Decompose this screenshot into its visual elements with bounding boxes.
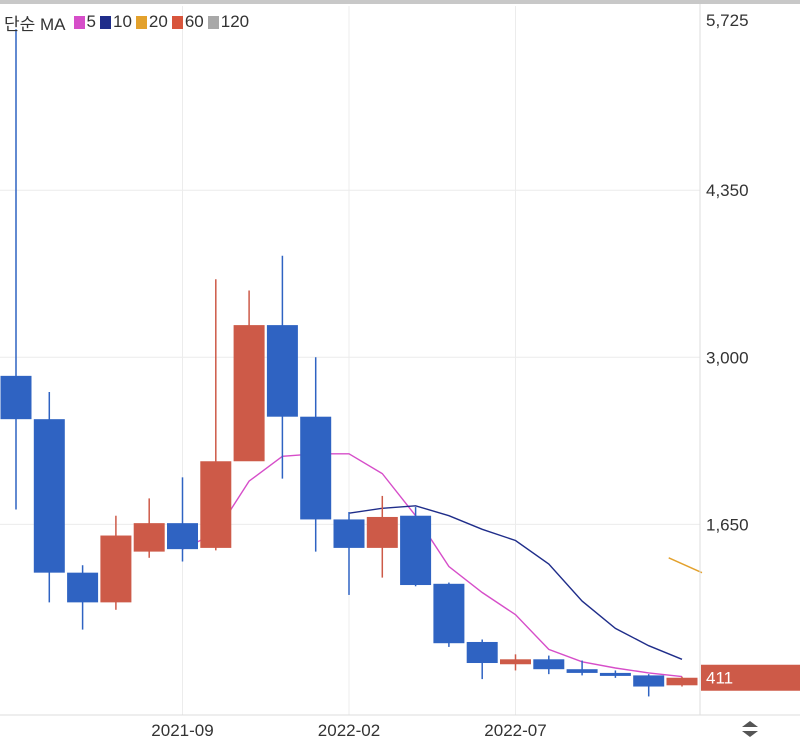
candle-body [0, 375, 32, 420]
x-tick-label: 2022-02 [318, 721, 380, 740]
candle-body [566, 669, 598, 673]
legend-swatch [207, 15, 219, 29]
grid-lines [0, 6, 700, 715]
chevron-up-down-icon [742, 721, 758, 737]
ma-line-10 [348, 505, 683, 660]
candle-body [67, 572, 99, 603]
candles [0, 29, 698, 697]
candle-body [100, 535, 132, 603]
ma-legend: 단순 MA 5 10 20 60 120 [4, 12, 253, 34]
legend-item-ma5[interactable]: 5 [73, 12, 96, 32]
ma-line-5 [182, 453, 683, 678]
candle-body [666, 677, 698, 686]
legend-label: 120 [220, 12, 250, 31]
x-tick-label: 2022-07 [484, 721, 546, 740]
legend-label: 60 [184, 12, 204, 31]
legend-title: 단순 MA [4, 14, 66, 34]
legend-swatch [73, 15, 85, 29]
chart-top-border [0, 0, 800, 4]
candle-body [167, 523, 198, 550]
legend-label: 10 [112, 12, 132, 31]
legend-item-ma120[interactable]: 120 [207, 12, 250, 32]
candle-body [33, 419, 65, 573]
y-tick-label: 3,000 [706, 348, 749, 367]
candle-body [533, 659, 565, 670]
candle-body [333, 519, 365, 548]
legend-swatch [171, 15, 183, 29]
candle-body [400, 515, 432, 586]
legend-item-ma60[interactable]: 60 [171, 12, 204, 32]
candle-body [599, 672, 631, 676]
candle-body [433, 583, 465, 644]
legend-swatch [135, 15, 147, 29]
y-tick-label: 1,650 [706, 515, 749, 534]
candle-body [366, 516, 398, 548]
legend-item-ma20[interactable]: 20 [135, 12, 168, 32]
y-tick-label: 5,725 [706, 11, 749, 30]
candle-body [233, 325, 265, 462]
candle-body [266, 325, 298, 417]
candle-body [133, 523, 165, 552]
candle-body [300, 416, 332, 520]
legend-item-ma10[interactable]: 10 [99, 12, 132, 32]
last-price-label: 411 [706, 669, 733, 688]
y-tick-label: 4,350 [706, 181, 749, 200]
candle-body [500, 659, 531, 665]
last-price-badge [701, 664, 800, 691]
axes: 1,650 3,000 4,350 5,725 2021-09 2022-02 2022-0… [0, 4, 800, 740]
candle-body [200, 461, 232, 548]
x-tick-label: 2021-09 [151, 721, 213, 740]
legend-label: 5 [86, 12, 96, 31]
chart-resize-handle-icon[interactable] [738, 718, 762, 740]
legend-swatch [99, 15, 111, 29]
candle-body [633, 675, 665, 687]
candle-body [466, 641, 498, 664]
ma-line-20 [668, 557, 703, 574]
legend-label: 20 [148, 12, 168, 31]
moving-average-lines [182, 453, 703, 678]
